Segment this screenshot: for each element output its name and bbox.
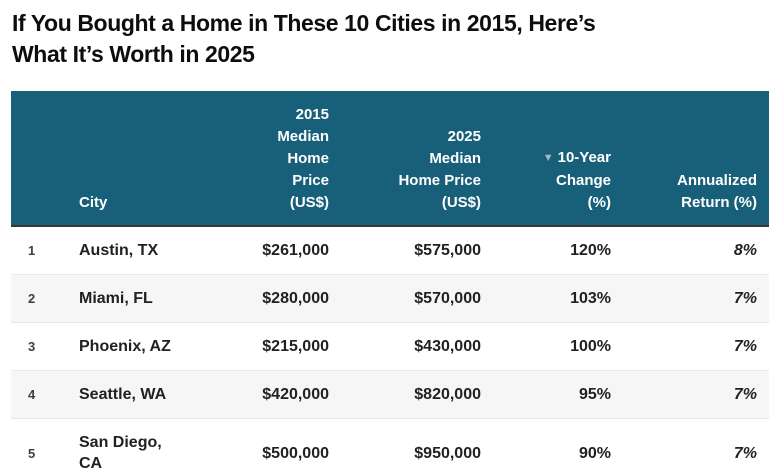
- cell-price-2025: $820,000: [414, 386, 481, 403]
- col-header-change[interactable]: ▼ 10-Year Change (%): [481, 91, 611, 226]
- city-name: Phoenix, AZ: [79, 338, 171, 355]
- cell-city: Miami, FL: [61, 275, 181, 323]
- col-header-price-2015[interactable]: 2015 Median Home Price (US$): [181, 91, 329, 226]
- cell-annualized-return: 8%: [733, 242, 757, 259]
- cell-change: 95%: [578, 386, 611, 403]
- cell-rank: 2: [28, 291, 36, 306]
- cell-change: 103%: [570, 290, 611, 307]
- col-header-price-2025-label: 2025 Median Home Price (US$): [398, 128, 481, 211]
- cell-annualized-return: 7%: [733, 290, 757, 307]
- col-header-annualized-label: Annualized Return (%): [676, 172, 757, 211]
- cell-change: 90%: [578, 444, 611, 462]
- cell-price-2015: $215,000: [262, 338, 329, 355]
- cell-price-2025: $430,000: [414, 338, 481, 355]
- cell-rank: 5: [28, 445, 36, 461]
- cell-price-2015: $280,000: [262, 290, 329, 307]
- cell-price-2015: $261,000: [262, 242, 329, 259]
- cell-rank: 4: [28, 387, 36, 402]
- cell-annualized-return: 7%: [733, 338, 757, 355]
- cell-annualized-return: 7%: [733, 386, 757, 403]
- cell-annualized-return: 7%: [733, 444, 757, 462]
- col-header-change-label: 10-Year Change (%): [555, 149, 611, 211]
- home-prices-table: City 2015 Median Home Price (US$) 2025 M…: [11, 91, 769, 470]
- sort-descending-icon: ▼: [542, 152, 554, 164]
- cell-city: Seattle, WA: [61, 371, 181, 419]
- cell-price-2015: $500,000: [262, 444, 329, 462]
- table-row: 4 Seattle, WA $420,000 $820,000 95% 7%: [11, 370, 769, 419]
- table-row: 2 Miami, FL $280,000 $570,000 103% 7%: [11, 274, 769, 323]
- chart-title: If You Bought a Home in These 10 Cities …: [12, 10, 596, 67]
- col-header-city[interactable]: City: [61, 91, 181, 226]
- city-name: Seattle, WA: [79, 386, 167, 403]
- cell-city: Phoenix, AZ: [61, 323, 181, 371]
- col-header-price-2025[interactable]: 2025 Median Home Price (US$): [329, 91, 481, 226]
- col-header-price-2015-label: 2015 Median Home Price (US$): [277, 106, 329, 211]
- cell-price-2025: $575,000: [414, 242, 481, 259]
- table-body: 1 Austin, TX $261,000 $575,000 120% 8% 2…: [11, 226, 769, 470]
- cell-change: 120%: [570, 242, 611, 259]
- col-header-rank: [11, 91, 61, 226]
- table-header: City 2015 Median Home Price (US$) 2025 M…: [11, 91, 769, 226]
- col-header-city-label: City: [79, 194, 108, 211]
- table-row: 3 Phoenix, AZ $215,000 $430,000 100% 7%: [11, 322, 769, 371]
- table-row: 5 San Diego, CA $500,000 $950,000 90% 7%: [11, 418, 769, 470]
- col-header-annualized[interactable]: Annualized Return (%): [611, 91, 769, 226]
- table-row: 1 Austin, TX $261,000 $575,000 120% 8%: [11, 226, 769, 275]
- cell-price-2015: $420,000: [262, 386, 329, 403]
- cell-rank: 3: [28, 339, 36, 354]
- cell-change: 100%: [570, 338, 611, 355]
- cell-rank: 1: [28, 243, 36, 258]
- header-row: City 2015 Median Home Price (US$) 2025 M…: [11, 91, 769, 226]
- cell-price-2025: $950,000: [414, 444, 481, 462]
- cell-city: Austin, TX: [61, 226, 181, 275]
- cell-city: San Diego, CA: [61, 419, 181, 470]
- city-name: Miami, FL: [79, 290, 153, 307]
- city-name: Austin, TX: [79, 242, 159, 259]
- city-name: San Diego, CA: [79, 434, 162, 470]
- cell-price-2025: $570,000: [414, 290, 481, 307]
